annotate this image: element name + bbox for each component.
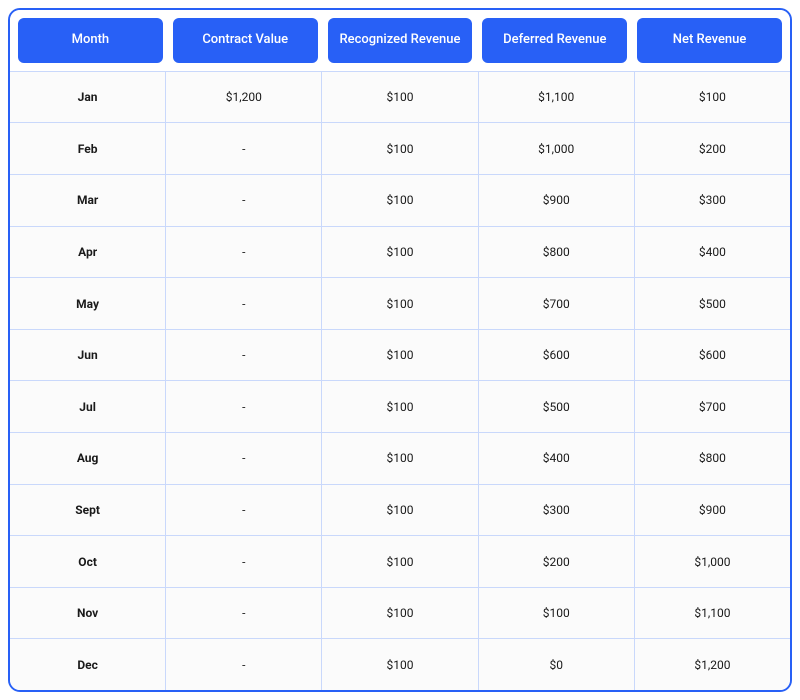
cell-contract-value: - xyxy=(166,175,322,226)
cell-contract-value: - xyxy=(166,381,322,432)
cell-recognized-revenue: $100 xyxy=(322,72,478,123)
cell-contract-value: - xyxy=(166,278,322,329)
table-row: Mar - $100 $900 $300 xyxy=(10,174,790,226)
table-row: Oct - $100 $200 $1,000 xyxy=(10,535,790,587)
cell-net-revenue: $900 xyxy=(635,485,790,536)
cell-net-revenue: $100 xyxy=(635,72,790,123)
col-contract-value: Contract Value xyxy=(173,18,318,63)
table-row: Dec - $100 $0 $1,200 xyxy=(10,638,790,690)
cell-recognized-revenue: $100 xyxy=(322,588,478,639)
table-row: Aug - $100 $400 $800 xyxy=(10,432,790,484)
cell-deferred-revenue: $400 xyxy=(479,433,635,484)
cell-deferred-revenue: $200 xyxy=(479,536,635,587)
cell-deferred-revenue: $500 xyxy=(479,381,635,432)
cell-recognized-revenue: $100 xyxy=(322,433,478,484)
cell-net-revenue: $600 xyxy=(635,330,790,381)
cell-month: Nov xyxy=(10,588,166,639)
cell-deferred-revenue: $700 xyxy=(479,278,635,329)
cell-contract-value: - xyxy=(166,588,322,639)
cell-month: Apr xyxy=(10,227,166,278)
cell-recognized-revenue: $100 xyxy=(322,639,478,690)
col-recognized-revenue: Recognized Revenue xyxy=(328,18,473,63)
cell-net-revenue: $1,000 xyxy=(635,536,790,587)
cell-net-revenue: $800 xyxy=(635,433,790,484)
cell-recognized-revenue: $100 xyxy=(322,123,478,174)
cell-recognized-revenue: $100 xyxy=(322,381,478,432)
table-row: Jun - $100 $600 $600 xyxy=(10,329,790,381)
cell-deferred-revenue: $1,000 xyxy=(479,123,635,174)
cell-contract-value: - xyxy=(166,123,322,174)
cell-deferred-revenue: $1,100 xyxy=(479,72,635,123)
cell-contract-value: - xyxy=(166,227,322,278)
revenue-table: Month Contract Value Recognized Revenue … xyxy=(8,8,792,692)
cell-recognized-revenue: $100 xyxy=(322,485,478,536)
cell-month: Feb xyxy=(10,123,166,174)
cell-month: May xyxy=(10,278,166,329)
table-body: Jan $1,200 $100 $1,100 $100 Feb - $100 $… xyxy=(10,71,790,690)
cell-contract-value: - xyxy=(166,485,322,536)
cell-recognized-revenue: $100 xyxy=(322,278,478,329)
cell-contract-value: - xyxy=(166,433,322,484)
table-header-row: Month Contract Value Recognized Revenue … xyxy=(10,10,790,71)
table-row: Apr - $100 $800 $400 xyxy=(10,226,790,278)
table-row: Feb - $100 $1,000 $200 xyxy=(10,122,790,174)
table-row: Nov - $100 $100 $1,100 xyxy=(10,587,790,639)
col-month: Month xyxy=(18,18,163,63)
cell-contract-value: $1,200 xyxy=(166,72,322,123)
table-row: May - $100 $700 $500 xyxy=(10,277,790,329)
cell-deferred-revenue: $0 xyxy=(479,639,635,690)
cell-month: Jul xyxy=(10,381,166,432)
cell-month: Aug xyxy=(10,433,166,484)
cell-contract-value: - xyxy=(166,639,322,690)
cell-recognized-revenue: $100 xyxy=(322,536,478,587)
cell-net-revenue: $700 xyxy=(635,381,790,432)
cell-net-revenue: $500 xyxy=(635,278,790,329)
cell-month: Sept xyxy=(10,485,166,536)
cell-recognized-revenue: $100 xyxy=(322,227,478,278)
col-deferred-revenue: Deferred Revenue xyxy=(482,18,627,63)
cell-contract-value: - xyxy=(166,536,322,587)
cell-month: Jan xyxy=(10,72,166,123)
table-row: Sept - $100 $300 $900 xyxy=(10,484,790,536)
cell-month: Mar xyxy=(10,175,166,226)
cell-net-revenue: $1,200 xyxy=(635,639,790,690)
cell-deferred-revenue: $100 xyxy=(479,588,635,639)
cell-recognized-revenue: $100 xyxy=(322,175,478,226)
cell-month: Jun xyxy=(10,330,166,381)
cell-month: Oct xyxy=(10,536,166,587)
cell-net-revenue: $1,100 xyxy=(635,588,790,639)
col-net-revenue: Net Revenue xyxy=(637,18,782,63)
cell-contract-value: - xyxy=(166,330,322,381)
cell-net-revenue: $200 xyxy=(635,123,790,174)
cell-deferred-revenue: $800 xyxy=(479,227,635,278)
cell-recognized-revenue: $100 xyxy=(322,330,478,381)
cell-deferred-revenue: $900 xyxy=(479,175,635,226)
table-row: Jan $1,200 $100 $1,100 $100 xyxy=(10,71,790,123)
cell-deferred-revenue: $300 xyxy=(479,485,635,536)
cell-month: Dec xyxy=(10,639,166,690)
table-row: Jul - $100 $500 $700 xyxy=(10,380,790,432)
cell-net-revenue: $300 xyxy=(635,175,790,226)
cell-net-revenue: $400 xyxy=(635,227,790,278)
cell-deferred-revenue: $600 xyxy=(479,330,635,381)
